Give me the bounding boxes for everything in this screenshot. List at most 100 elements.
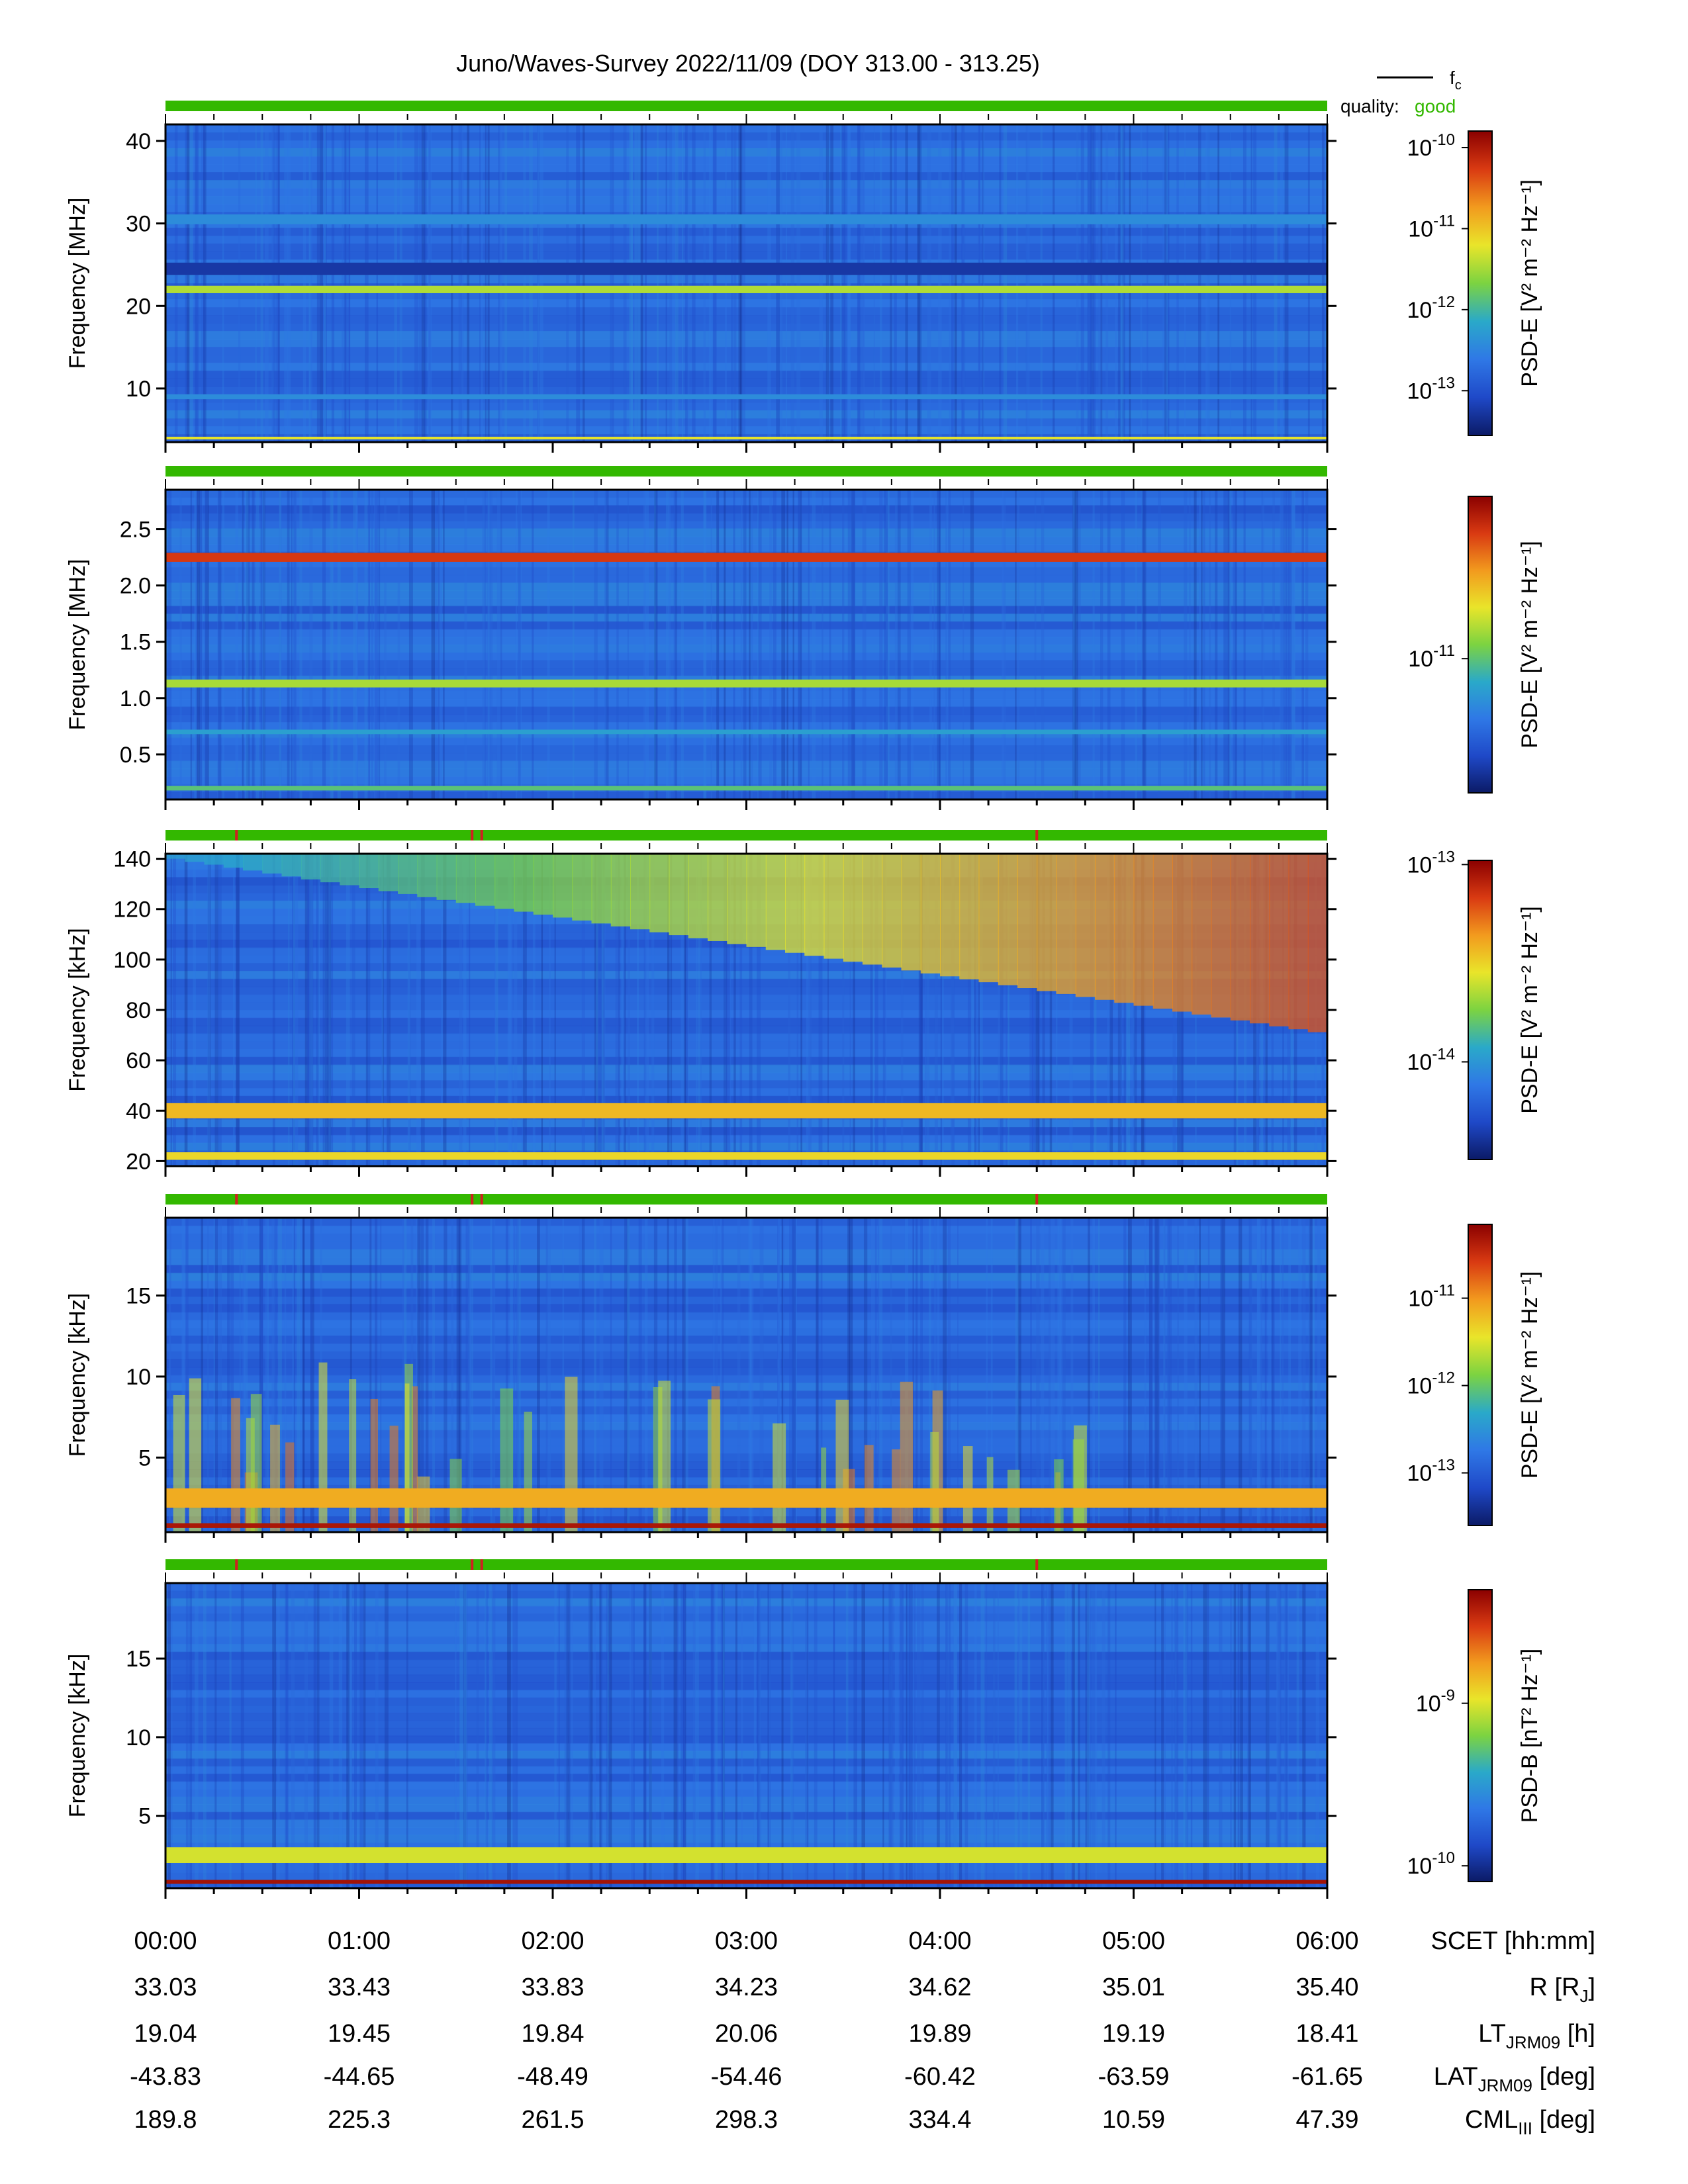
ephemeris-cell: 03:00 xyxy=(715,1927,778,1955)
ephemeris-cell: 298.3 xyxy=(715,2106,778,2134)
ephemeris-cell: 04:00 xyxy=(908,1927,971,1955)
spectrogram-heatmap xyxy=(165,1218,1327,1532)
ephemeris-row-3: 19.04 19.45 19.84 20.06 19.89 19.19 18.41 LTJRM… xyxy=(134,2020,1595,2052)
spectrogram-panel-4: 5 10 15 Frequency [kHz] 10-11 10-12 10-13 PSD-E… xyxy=(65,1194,1542,1543)
quality-bar xyxy=(165,1194,1327,1205)
ephemeris-cell: 02:00 xyxy=(521,1927,584,1955)
spectrogram-heatmap xyxy=(165,124,1327,442)
ephemeris-row-label: SCET [hh:mm] xyxy=(1431,1927,1595,1955)
quality-flag-mark xyxy=(480,1194,483,1205)
spectral-band xyxy=(165,1880,1327,1884)
ephemeris-cell: 261.5 xyxy=(521,2106,584,2134)
quality-flag-mark xyxy=(471,1559,474,1570)
spectral-band xyxy=(165,285,1327,293)
ephemeris-cell: 19.84 xyxy=(521,2020,584,2048)
spectral-band xyxy=(165,679,1327,688)
ephemeris-cell: 10.59 xyxy=(1102,2106,1165,2134)
ephemeris-cell: 34.62 xyxy=(908,1974,971,2001)
y-tick-label: 15 xyxy=(126,1647,151,1672)
y-tick-label: 10 xyxy=(126,1725,151,1751)
ephemeris-cell: -61.65 xyxy=(1291,2063,1363,2091)
spectral-band xyxy=(165,214,1327,224)
y-axis-label: Frequency [kHz] xyxy=(65,1293,90,1457)
spectral-band xyxy=(165,262,1327,275)
colorbar-tick-label: 10-11 xyxy=(1408,1282,1455,1312)
spectrogram-panel-2: 0.5 1.0 1.5 2.0 2.5 Frequency [MHz] 10-11 PSD-E… xyxy=(65,466,1542,810)
chart-title: Juno/Waves-Survey 2022/11/09 (DOY 313.00… xyxy=(456,50,1040,77)
ephemeris-cell: 19.89 xyxy=(908,2020,971,2048)
y-tick-label: 5 xyxy=(138,1804,151,1829)
ephemeris-table: 00:00 01:00 02:00 03:00 04:00 05:00 06:00 SCET … xyxy=(130,1927,1595,2138)
ephemeris-cell: -63.59 xyxy=(1098,2063,1170,2091)
ephemeris-cell: 06:00 xyxy=(1295,1927,1358,1955)
ephemeris-cell: 33.03 xyxy=(134,1974,197,2001)
ephemeris-cell: 00:00 xyxy=(134,1927,197,1955)
quality-bar xyxy=(165,101,1327,111)
quality-flag-mark xyxy=(480,830,483,841)
spectral-band xyxy=(165,1847,1327,1863)
ephemeris-cell: -54.46 xyxy=(711,2063,782,2091)
colorbar-label: PSD-E [V² m⁻² Hz⁻¹] xyxy=(1517,1271,1542,1479)
spectrogram-panel-3: 20 40 60 80 100 120 140 Frequency [kHz] 10-13 10-… xyxy=(65,830,1542,1177)
colorbar-tick-label: 10-13 xyxy=(1407,374,1455,404)
y-axis-label: Frequency [kHz] xyxy=(65,928,90,1092)
quality-flag-mark xyxy=(471,830,474,841)
spectral-band xyxy=(165,1523,1327,1528)
quality-legend-label: quality: xyxy=(1340,96,1399,116)
y-tick-label: 40 xyxy=(126,1099,151,1124)
colorbar-tick-label: 10-11 xyxy=(1408,212,1455,242)
ephemeris-row-label: R [RJ] xyxy=(1529,1974,1595,2006)
quality-flag-mark xyxy=(1035,830,1039,841)
ephemeris-cell: -44.65 xyxy=(324,2063,395,2091)
ephemeris-cell: -60.42 xyxy=(904,2063,976,2091)
colorbar xyxy=(1468,130,1493,436)
ephemeris-cell: 33.83 xyxy=(521,1974,584,2001)
ephemeris-cell: 05:00 xyxy=(1102,1927,1165,1955)
y-tick-label: 40 xyxy=(126,129,151,154)
colorbar-label: PSD-E [V² m⁻² Hz⁻¹] xyxy=(1517,541,1542,749)
ephemeris-cell: -43.83 xyxy=(130,2063,201,2091)
quality-flag-mark xyxy=(235,1194,238,1205)
colorbar-tick-label: 10-11 xyxy=(1408,642,1455,672)
spectrogram-heatmap xyxy=(165,490,1327,799)
ephemeris-cell: 19.19 xyxy=(1102,2020,1165,2048)
colorbar-tick-label: 10-10 xyxy=(1407,131,1455,161)
ephemeris-cell: 35.40 xyxy=(1295,1974,1358,2001)
y-tick-label: 20 xyxy=(126,1149,151,1174)
spectral-band xyxy=(165,553,1327,562)
quality-flag-mark xyxy=(1035,1559,1039,1570)
quality-flag-mark xyxy=(471,1194,474,1205)
y-tick-label: 15 xyxy=(126,1284,151,1309)
ephemeris-row-1: 00:00 01:00 02:00 03:00 04:00 05:00 06:00 SCET … xyxy=(134,1927,1595,1955)
colorbar-label: PSD-B [nT² Hz⁻¹] xyxy=(1517,1649,1542,1823)
ephemeris-cell: 225.3 xyxy=(328,2106,391,2134)
quality-bar xyxy=(165,1559,1327,1570)
quality-flag-mark xyxy=(235,830,238,841)
y-axis-label: Frequency [kHz] xyxy=(65,1654,90,1818)
spectrogram-panel-5: 5 10 15 Frequency [kHz] 10-9 10-10 PSD-B [nT² … xyxy=(65,1559,1542,1899)
quality-bar xyxy=(165,830,1327,841)
spectrogram-heatmap xyxy=(165,1583,1327,1888)
colorbar-label: PSD-E [V² m⁻² Hz⁻¹] xyxy=(1517,179,1542,387)
colorbar-tick-label: 10-12 xyxy=(1407,293,1455,323)
ephemeris-cell: 20.06 xyxy=(715,2020,778,2048)
y-tick-label: 0.5 xyxy=(120,743,151,768)
y-tick-label: 80 xyxy=(126,998,151,1023)
colorbar xyxy=(1468,1224,1493,1526)
ephemeris-cell: 47.39 xyxy=(1295,2106,1358,2134)
ephemeris-cell: 189.8 xyxy=(134,2106,197,2134)
colorbar-tick-label: 10-13 xyxy=(1407,1457,1455,1486)
ephemeris-cell: 01:00 xyxy=(328,1927,391,1955)
ephemeris-row-label: CMLIII [deg] xyxy=(1465,2106,1595,2138)
spectrogram-heatmap xyxy=(165,854,1327,1166)
ephemeris-row-5: 189.8 225.3 261.5 298.3 334.4 10.59 47.39 CMLII… xyxy=(134,2106,1595,2138)
ephemeris-row-label: LATJRM09 [deg] xyxy=(1434,2063,1595,2095)
y-tick-label: 10 xyxy=(126,377,151,402)
ephemeris-cell: 34.23 xyxy=(715,1974,778,2001)
quality-flag-mark xyxy=(480,1559,483,1570)
ephemeris-row-2: 33.03 33.43 33.83 34.23 34.62 35.01 35.40 R [RJ… xyxy=(134,1974,1595,2006)
ephemeris-cell: 18.41 xyxy=(1295,2020,1358,2048)
spectral-band xyxy=(165,1152,1327,1160)
spectral-band xyxy=(165,394,1327,400)
